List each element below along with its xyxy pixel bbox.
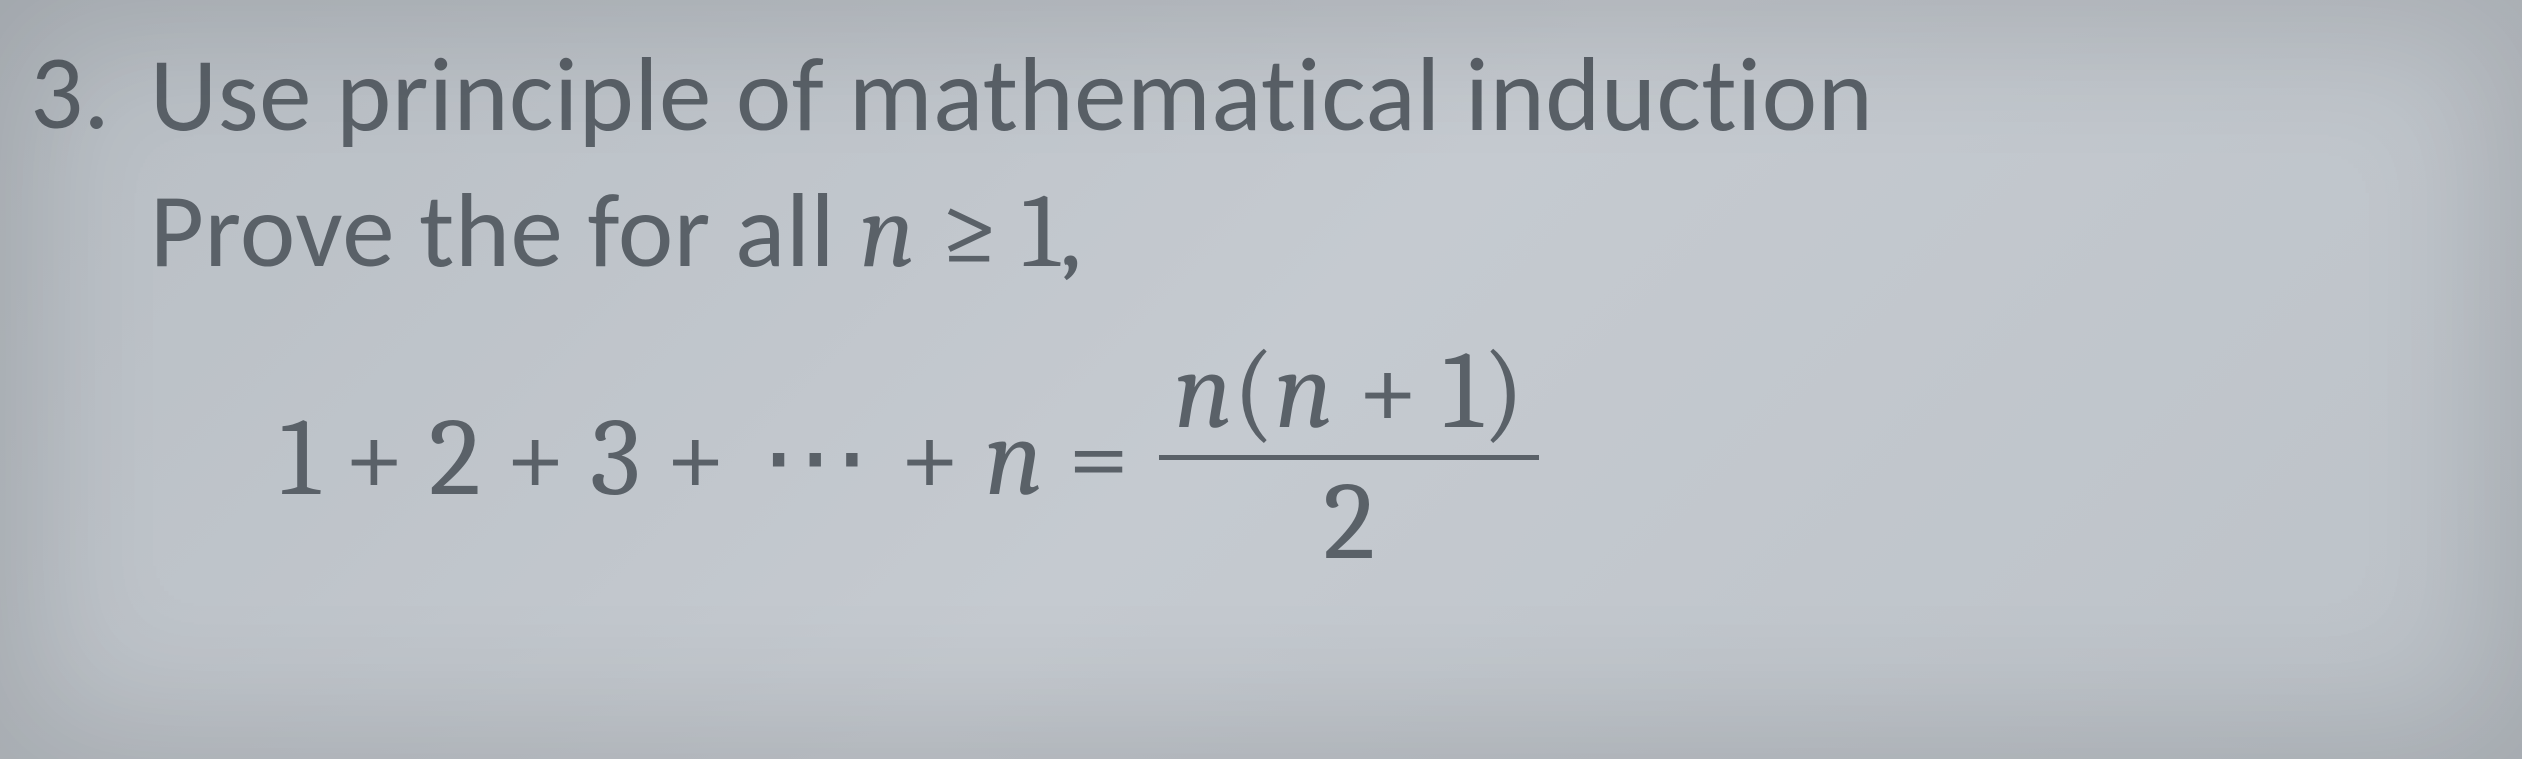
line2-prefix: Prove the for all xyxy=(150,167,860,295)
equation-lhs: 1 + 2 + 3 + ⋯ + n xyxy=(280,392,1043,522)
eq-dots: ⋯ xyxy=(750,395,875,522)
question-line-2: Prove the for all n ≥ 1, xyxy=(150,161,2462,304)
eq-plus-n-prefix: + xyxy=(875,395,984,522)
line2-var-n: n xyxy=(859,172,915,293)
line2-rhs: 1, xyxy=(1022,172,1083,293)
num-var-n1: n xyxy=(1174,328,1233,455)
question-row: 3. Use principle of mathematical inducti… xyxy=(30,30,2462,580)
fraction-numerator: n(n + 1) xyxy=(1159,334,1539,455)
num-paren-close: ) xyxy=(1482,328,1524,455)
question-line-1: Use principle of mathematical induction xyxy=(150,30,2462,161)
line2-geq: ≥ xyxy=(916,172,1022,293)
question-number: 3. xyxy=(30,30,110,156)
eq-fraction: n(n + 1) 2 xyxy=(1159,334,1539,580)
equation: 1 + 2 + 3 + ⋯ + n = n(n + 1) 2 xyxy=(150,334,2462,580)
num-one: 1 xyxy=(1442,328,1482,455)
num-plus: + xyxy=(1333,328,1442,455)
fraction-denominator: 2 xyxy=(1323,460,1375,581)
eq-terms: 1 + 2 + 3 + xyxy=(280,395,750,522)
num-paren-open: ( xyxy=(1233,328,1275,455)
question-content: Use principle of mathematical induction … xyxy=(150,30,2462,580)
eq-equals: = xyxy=(1043,394,1154,521)
num-var-n2: n xyxy=(1275,328,1334,455)
page-container: 3. Use principle of mathematical inducti… xyxy=(0,0,2522,610)
eq-var-n: n xyxy=(985,395,1044,522)
